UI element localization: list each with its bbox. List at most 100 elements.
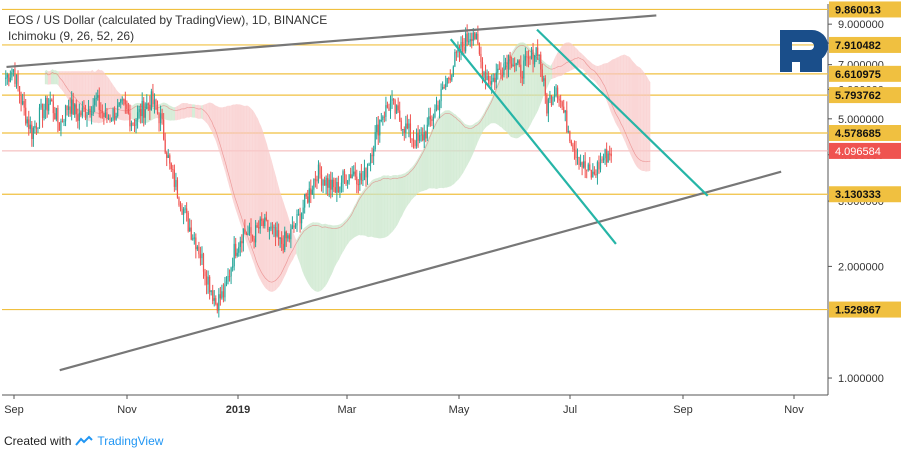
ichimoku-cloud-segment	[345, 218, 347, 248]
candle-body	[480, 53, 482, 62]
candle-body	[555, 87, 557, 96]
ichimoku-cloud-segment	[529, 47, 531, 128]
candle-body	[363, 167, 366, 180]
tradingview-logo-icon	[75, 435, 94, 446]
candle-body	[284, 231, 286, 251]
ichimoku-cloud-segment	[175, 106, 177, 121]
ichimoku-cloud-segment	[372, 178, 375, 238]
candle-body	[345, 174, 347, 184]
candle-body	[81, 107, 84, 116]
candle-body	[117, 105, 119, 116]
candle-body	[468, 41, 470, 43]
candle-body	[222, 291, 225, 298]
current-price-tag	[829, 142, 901, 159]
candle-body	[579, 162, 582, 165]
candle-body	[561, 101, 563, 107]
ichimoku-cloud-segment	[214, 105, 217, 143]
ichimoku-cloud-segment	[164, 102, 166, 120]
candle-body	[307, 196, 309, 203]
candle-body	[195, 237, 197, 250]
candle-body	[156, 108, 159, 114]
candle-body	[572, 144, 574, 150]
ichimoku-cloud-segment	[547, 64, 550, 87]
candle-body	[592, 171, 594, 178]
ichimoku-cloud-segment	[173, 107, 176, 121]
candle-body	[268, 229, 271, 231]
candle-body	[417, 133, 419, 141]
level-tag	[829, 65, 901, 82]
ichimoku-cloud-segment	[552, 60, 554, 79]
ichimoku-cloud-segment	[575, 47, 577, 69]
ichimoku-cloud-segment	[225, 105, 228, 180]
candle-body	[537, 47, 539, 56]
candle-body	[377, 124, 379, 136]
ichimoku-cloud-segment	[455, 114, 458, 183]
ichimoku-cloud-segment	[208, 102, 211, 130]
ichimoku-cloud-segment	[187, 103, 189, 118]
candle-body	[346, 181, 349, 184]
candle-body	[317, 164, 320, 182]
ichimoku-cloud-segment	[135, 102, 137, 122]
candle-body	[305, 194, 307, 197]
candle-body	[239, 241, 241, 247]
candle-body	[408, 123, 410, 129]
ichimoku-cloud-segment	[581, 53, 583, 70]
ichimoku-cloud-segment	[550, 63, 553, 80]
ichimoku-cloud-segment	[47, 71, 50, 85]
candle-body	[526, 56, 528, 58]
ichimoku-cloud-segment	[342, 221, 344, 254]
candle-body	[57, 108, 59, 123]
ichimoku-cloud-segment	[133, 103, 136, 122]
level-label: 4.578685	[835, 128, 881, 140]
ichimoku-cloud-segment	[593, 64, 596, 82]
ichimoku-cloud-segment	[288, 217, 291, 268]
ichimoku-cloud-segment	[365, 185, 367, 237]
ichimoku-cloud-segment	[457, 116, 459, 181]
candle-body	[87, 108, 90, 115]
candle-body	[92, 105, 94, 114]
ichimoku-cloud-segment	[291, 227, 294, 262]
candle-body	[163, 119, 165, 140]
candle-body	[262, 220, 264, 227]
ichimoku-cloud-segment	[504, 63, 507, 132]
candle-body	[161, 113, 163, 120]
candle-body	[489, 81, 491, 85]
ichimoku-cloud-segment	[259, 122, 261, 282]
candle-body	[143, 100, 145, 118]
candle-body	[66, 105, 68, 111]
candle-body	[541, 69, 543, 81]
candle-body	[506, 62, 508, 70]
candle-body	[37, 128, 39, 130]
candle-body	[540, 54, 542, 70]
ichimoku-cloud-segment	[375, 178, 378, 239]
ichimoku-cloud-segment	[300, 230, 303, 272]
ichimoku-cloud-segment	[80, 71, 82, 115]
ichimoku-cloud-segment	[58, 71, 61, 89]
ichimoku-cloud-segment	[409, 167, 412, 203]
ichimoku-cloud-segment	[458, 117, 461, 180]
ichimoku-cloud-segment	[578, 50, 580, 69]
candle-body	[399, 110, 401, 121]
candle-body	[354, 171, 356, 177]
ichimoku-cloud-segment	[570, 43, 573, 71]
ichimoku-cloud-segment	[493, 88, 496, 124]
candle-body	[147, 103, 149, 105]
candle-body	[84, 108, 87, 118]
candle-body	[353, 171, 355, 175]
ichimoku-cloud-segment	[253, 110, 255, 267]
ichimoku-cloud-segment	[337, 224, 340, 262]
candle-body	[18, 86, 21, 96]
ichimoku-cloud-segment	[132, 104, 134, 121]
ichimoku-cloud-segment	[109, 78, 111, 119]
ichimoku-cloud-segment	[354, 203, 357, 238]
tradingview-brand[interactable]: TradingView	[97, 434, 164, 448]
ichimoku-cloud-segment	[69, 71, 71, 104]
ichimoku-cloud-segment	[227, 105, 229, 185]
candle-body	[510, 63, 513, 67]
x-tick-label: May	[449, 404, 470, 416]
candle-body	[159, 113, 162, 124]
candle-body	[560, 100, 562, 102]
ichimoku-cloud-segment	[314, 222, 317, 292]
x-tick-label: Nov	[784, 404, 804, 416]
